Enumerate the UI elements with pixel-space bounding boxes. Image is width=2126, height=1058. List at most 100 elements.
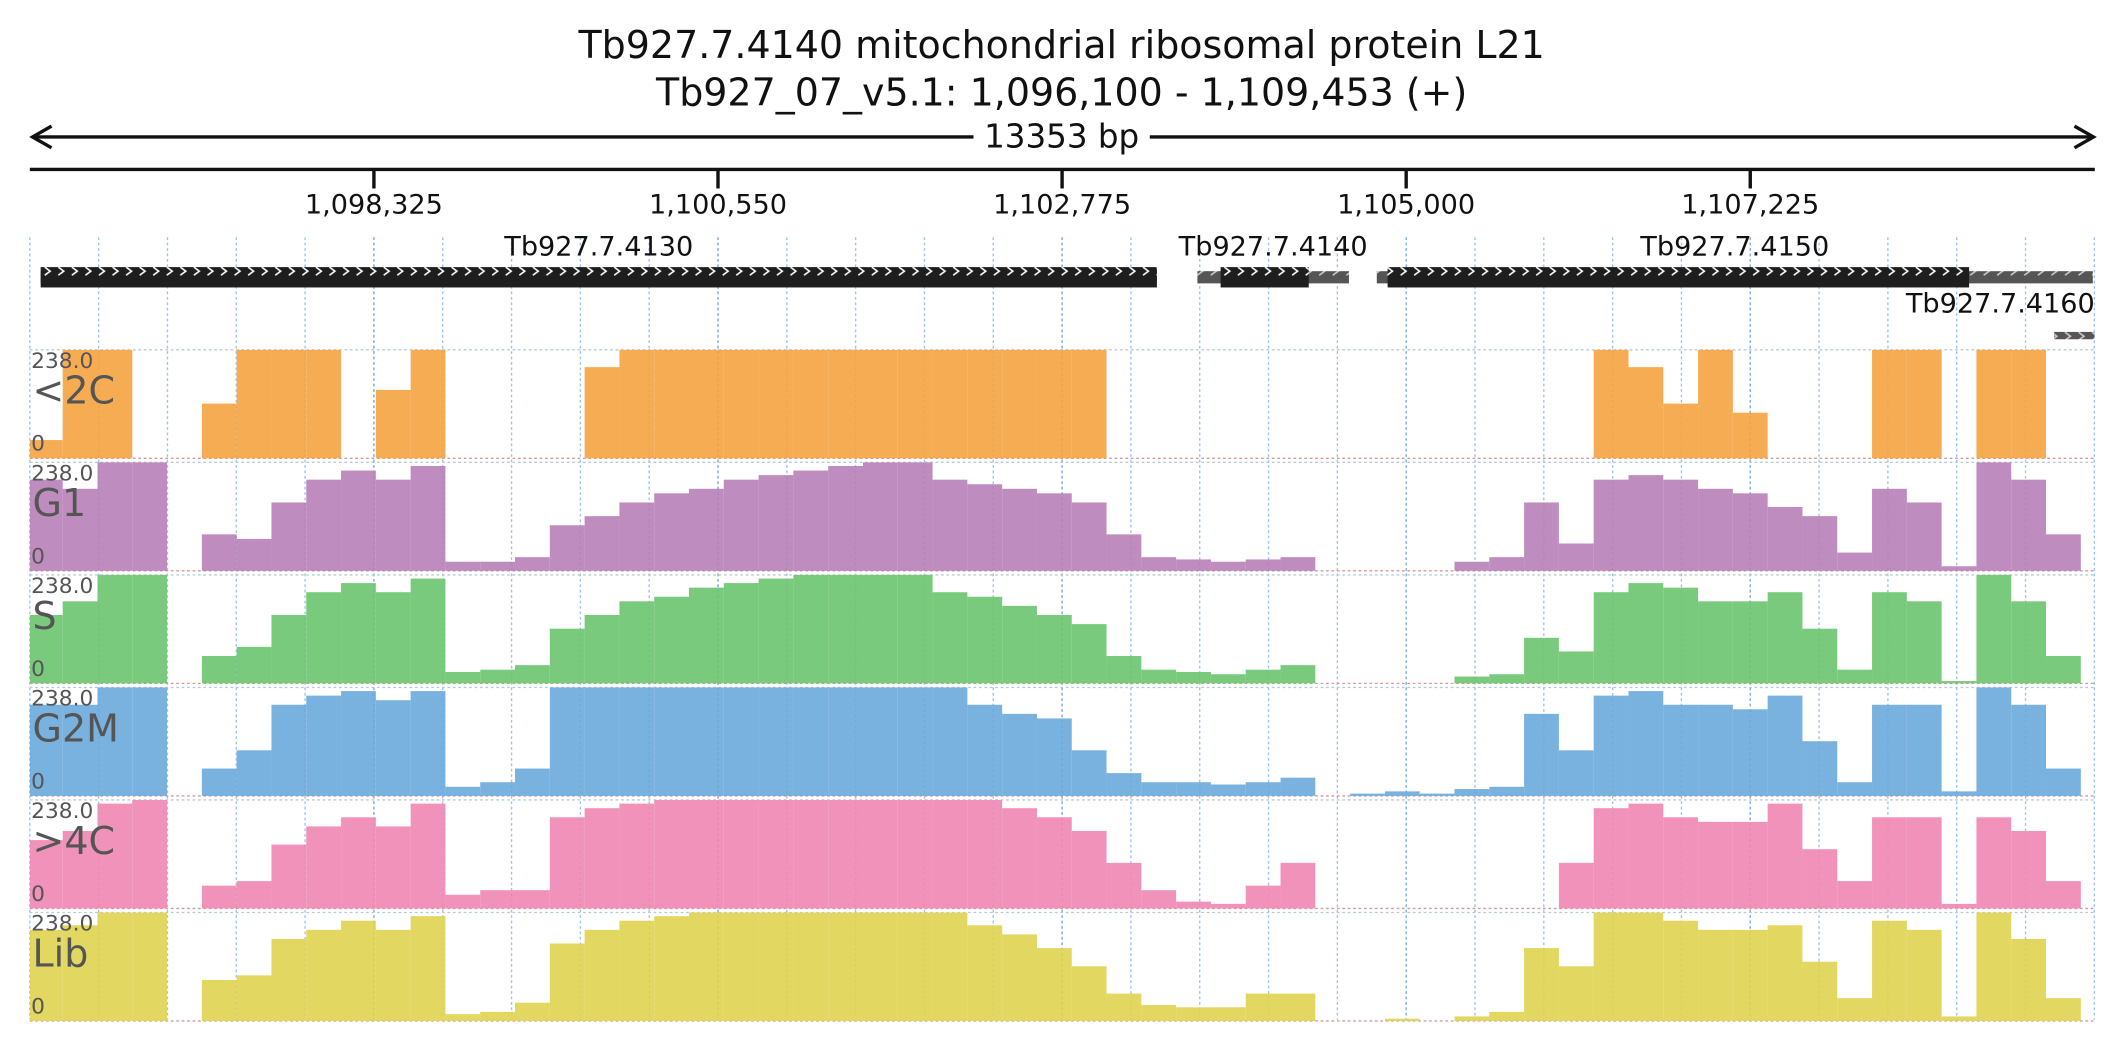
coverage-bar bbox=[410, 466, 446, 571]
coverage-bar bbox=[723, 912, 759, 1021]
coverage-bar bbox=[584, 687, 620, 796]
coverage-bar bbox=[1558, 543, 1594, 571]
coverage-bar bbox=[1489, 786, 1525, 796]
x-tick-label: 1,107,225 bbox=[1681, 190, 1819, 221]
coverage-bar bbox=[1837, 881, 1873, 909]
coverage-bar bbox=[932, 592, 968, 684]
coverage-bar bbox=[1628, 367, 1664, 459]
coverage-bar bbox=[1141, 557, 1177, 571]
coverage-bar bbox=[1663, 920, 1699, 1021]
coverage-bar bbox=[1732, 821, 1768, 909]
coverage-bar bbox=[1141, 782, 1177, 796]
coverage-bar bbox=[862, 574, 898, 684]
coverage-bar bbox=[1872, 817, 1907, 909]
coverage-bar bbox=[1002, 808, 1037, 909]
coverage-bar bbox=[1558, 750, 1594, 796]
coverage-bar bbox=[515, 557, 550, 571]
coverage-bar bbox=[1976, 817, 2012, 909]
coverage-bar bbox=[619, 920, 655, 1021]
coverage-bar bbox=[828, 349, 863, 459]
y-tick-label: 0 bbox=[31, 769, 45, 794]
coverage-bar bbox=[341, 920, 376, 1021]
coverage-bar bbox=[897, 462, 933, 571]
coverage-bar bbox=[480, 669, 516, 684]
coverage-bar bbox=[897, 912, 933, 1021]
coverage-bar bbox=[410, 803, 446, 909]
coverage-bar bbox=[1872, 704, 1907, 796]
coverage-bar bbox=[932, 687, 968, 796]
coverage-bar bbox=[1141, 669, 1177, 684]
coverage-bar bbox=[1489, 674, 1525, 684]
coverage-bar bbox=[29, 479, 63, 571]
coverage-bar bbox=[967, 349, 1003, 459]
coverage-bar bbox=[723, 799, 759, 909]
coverage-bar bbox=[515, 1002, 550, 1021]
coverage-bar bbox=[1802, 741, 1838, 796]
y-tick-label: 0 bbox=[31, 657, 45, 682]
coverage-bar bbox=[1628, 475, 1664, 571]
coverage-bar bbox=[689, 687, 724, 796]
coverage-bar bbox=[897, 574, 933, 684]
coverage-bar bbox=[967, 799, 1003, 909]
coverage-bar bbox=[793, 470, 829, 571]
coverage-bar bbox=[689, 349, 724, 459]
coverage-bar bbox=[862, 462, 898, 571]
y-tick-label: 238.0 bbox=[31, 574, 93, 599]
coverage-bar bbox=[1071, 349, 1107, 459]
coverage-bar bbox=[723, 479, 759, 571]
track-name: Lib bbox=[33, 931, 89, 975]
coverage-bar bbox=[1280, 557, 1316, 571]
coverage-bar bbox=[341, 817, 376, 909]
coverage-bar bbox=[828, 574, 863, 684]
gene-chevrons bbox=[40, 265, 1157, 289]
gene-label: Tb927.7.4130 bbox=[503, 232, 693, 263]
gene-label: Tb927.7.4160 bbox=[1905, 289, 2095, 320]
coverage-bar bbox=[410, 691, 446, 796]
coverage-bar bbox=[515, 890, 550, 909]
coverage-bar bbox=[341, 691, 376, 796]
coverage-bar bbox=[1976, 349, 2012, 459]
coverage-bar bbox=[723, 583, 759, 684]
coverage-bar bbox=[1454, 789, 1490, 796]
coverage-bar bbox=[410, 578, 446, 684]
coverage-bar bbox=[2011, 704, 2047, 796]
coverage-bar bbox=[723, 687, 759, 796]
coverage-bar bbox=[515, 665, 550, 684]
coverage-bar bbox=[967, 925, 1003, 1021]
coverage-bar bbox=[132, 912, 168, 1021]
coverage-bar bbox=[1698, 821, 1733, 909]
coverage-bar bbox=[1176, 782, 1211, 796]
coverage-bar bbox=[132, 462, 168, 571]
coverage-bar bbox=[1002, 934, 1037, 1021]
coverage-bar bbox=[29, 929, 63, 1021]
coverage-bar bbox=[1454, 561, 1490, 571]
coverage-bar bbox=[1176, 1007, 1211, 1021]
coverage-bar bbox=[758, 578, 794, 684]
coverage-bar bbox=[1906, 601, 1942, 684]
coverage-bar bbox=[1558, 651, 1594, 684]
coverage-bar bbox=[62, 830, 98, 909]
gene-chevrons bbox=[1387, 265, 1970, 289]
coverage-bar bbox=[654, 493, 690, 571]
coverage-bar bbox=[1002, 349, 1037, 459]
coverage-bar bbox=[1802, 628, 1838, 684]
x-tick-label: 1,098,325 bbox=[305, 190, 443, 221]
coverage-bar bbox=[201, 885, 237, 909]
coverage-bar bbox=[375, 389, 411, 459]
coverage-bar bbox=[689, 587, 724, 684]
coverage-bar bbox=[1837, 782, 1873, 796]
coverage-bar bbox=[1106, 993, 1142, 1021]
coverage-bar bbox=[62, 925, 98, 1021]
coverage-bar bbox=[1071, 750, 1107, 796]
coverage-bar bbox=[2046, 881, 2081, 909]
coverage-bar bbox=[1036, 718, 1072, 796]
coverage-bar bbox=[480, 890, 516, 909]
coverage-bar bbox=[29, 704, 63, 796]
coverage-bar bbox=[271, 704, 307, 796]
track-name: <2C bbox=[33, 369, 115, 413]
coverage-bar bbox=[1593, 912, 1629, 1021]
coverage-bar bbox=[584, 615, 620, 684]
coverage-bar bbox=[201, 534, 237, 571]
coverage-bar bbox=[758, 349, 794, 459]
